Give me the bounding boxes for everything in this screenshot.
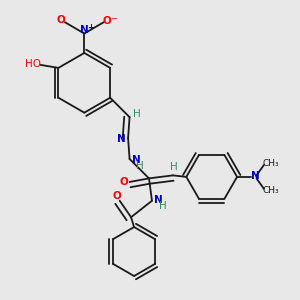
Text: −: − <box>110 14 117 23</box>
Text: N: N <box>132 155 140 165</box>
Text: CH₃: CH₃ <box>262 186 279 195</box>
Text: N: N <box>250 171 260 181</box>
Text: N: N <box>117 134 126 144</box>
Text: O: O <box>57 15 66 26</box>
Text: H: H <box>136 161 144 171</box>
Text: H: H <box>170 162 178 172</box>
Text: HO: HO <box>25 59 41 69</box>
Text: O: O <box>120 177 129 187</box>
Text: N: N <box>154 195 163 205</box>
Text: +: + <box>87 23 94 32</box>
Text: O: O <box>113 191 122 201</box>
Text: CH₃: CH₃ <box>262 159 279 168</box>
Text: O: O <box>103 16 112 26</box>
Text: H: H <box>159 201 167 211</box>
Text: N: N <box>80 25 89 35</box>
Text: H: H <box>133 109 141 118</box>
